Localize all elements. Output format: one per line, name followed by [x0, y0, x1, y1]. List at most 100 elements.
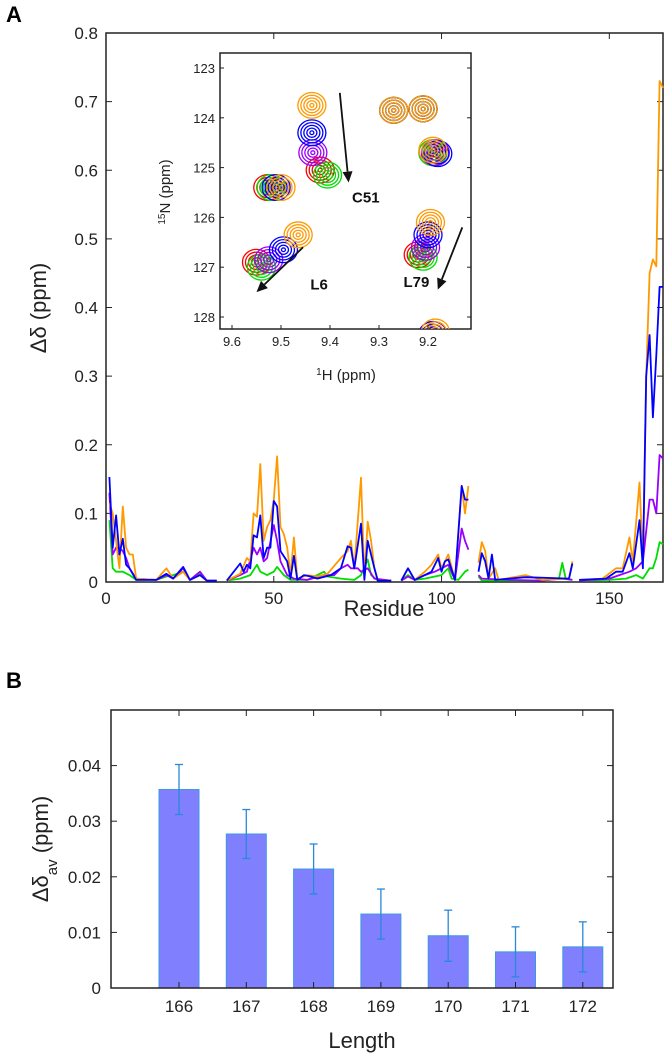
x-tick-label-b: 167 — [232, 997, 260, 1016]
contour-ring — [417, 103, 429, 115]
x-tick-label: 0 — [101, 589, 110, 608]
series-line-purple — [579, 454, 664, 582]
contour-ring — [424, 142, 442, 159]
arrow-c51 — [338, 92, 349, 172]
series-line-blue — [108, 476, 217, 582]
contour-ring — [424, 217, 437, 228]
y-tick-label-b: 0.02 — [68, 868, 101, 887]
contour-ring — [324, 172, 331, 178]
y-tick-label-b: 0 — [92, 979, 101, 998]
contour-ring — [292, 229, 304, 241]
y-tick-label-b: 0.04 — [68, 757, 101, 776]
peak-contour-blue — [297, 119, 327, 147]
contour-ring — [385, 102, 403, 119]
contour-ring — [418, 136, 448, 164]
contour-ring — [421, 214, 440, 231]
series-line-orange — [477, 541, 574, 581]
x-tick-label: 50 — [264, 589, 283, 608]
y-tick-label: 0.4 — [74, 299, 98, 318]
y-tick-label: 0.3 — [74, 367, 98, 386]
contour-ring — [297, 91, 327, 119]
contour-ring — [418, 211, 443, 234]
x-tick-label-b: 170 — [434, 997, 462, 1016]
inset-x-tick-label: 9.4 — [321, 334, 339, 349]
contour-ring — [261, 173, 291, 202]
contour-ring — [280, 247, 287, 253]
peak-contour-orange — [421, 318, 450, 329]
contour-ring — [382, 99, 406, 122]
inset-y-tick-label: 127 — [193, 260, 215, 275]
panel-b-label: B — [6, 668, 22, 693]
inset-y-tick-label: 123 — [193, 61, 215, 76]
arrowhead-icon — [342, 171, 353, 183]
contour-ring — [309, 130, 315, 136]
peak-contour-blue — [268, 236, 299, 264]
x-tick-label: 150 — [595, 589, 623, 608]
peak-contour-orange — [408, 95, 438, 123]
contour-ring — [277, 244, 290, 256]
contour-ring — [430, 326, 441, 329]
x-tick-label-b: 169 — [367, 997, 395, 1016]
peak-contour-orange — [283, 221, 313, 249]
contour-ring — [415, 208, 446, 236]
contour-ring — [310, 150, 316, 156]
contour-ring — [266, 173, 296, 202]
inset-y-tick-label: 128 — [193, 310, 215, 325]
peak-contour-orange — [266, 173, 296, 202]
y-axis-label: Δδ (ppm) — [26, 263, 51, 354]
contour-ring — [426, 326, 440, 329]
contour-ring — [388, 105, 400, 116]
y-tick-label: 0.8 — [74, 24, 98, 43]
contour-ring — [300, 121, 324, 144]
contour-ring — [426, 142, 450, 165]
series-line-blue — [400, 484, 469, 582]
arrowhead-icon — [437, 277, 447, 290]
contour-ring — [303, 124, 321, 141]
length-bar-chart: 166 167 168 169 170 171 172 0 0.01 0.02 0.03 0.04 L… — [28, 709, 614, 1053]
contour-ring — [420, 106, 426, 112]
inset-x-tick-label: 9.2 — [419, 334, 437, 349]
contour-ring — [256, 173, 286, 202]
contour-ring — [307, 147, 319, 158]
contour-ring — [413, 236, 438, 259]
nmr-inset: 9.6 9.5 9.4 9.3 9.2 123 124 125 126 127 128 C51 L6 L… — [157, 52, 472, 385]
series-line-green — [579, 541, 664, 582]
y-tick-label: 0.7 — [74, 93, 98, 112]
y-tick-label: 0.2 — [74, 436, 98, 455]
inset-y-tick-label: 124 — [193, 111, 215, 126]
inset-x-label: 1H (ppm) — [316, 367, 376, 385]
contour-ring — [267, 179, 285, 196]
y-tick-label-b: 0.01 — [68, 923, 101, 942]
contour-ring — [272, 179, 290, 196]
contour-ring — [379, 96, 409, 124]
peak-contour-green — [312, 161, 343, 189]
x-tick-label-b: 166 — [165, 997, 193, 1016]
panel-a-label: A — [6, 2, 22, 27]
contour-ring — [269, 176, 293, 199]
y-tick-label: 0 — [89, 573, 98, 592]
contour-ring — [300, 94, 324, 117]
contour-ring — [315, 164, 340, 186]
arrow-l79 — [440, 227, 464, 280]
contour-ring — [430, 147, 436, 153]
contour-ring — [259, 176, 283, 199]
contour-ring — [297, 119, 327, 147]
contour-ring — [283, 221, 313, 249]
inset-y-tick-label: 125 — [193, 161, 215, 176]
inset-x-tick-label: 9.3 — [370, 334, 388, 349]
plot-b-frame — [110, 709, 614, 989]
contour-ring — [274, 241, 293, 258]
peak-contour-orange — [379, 96, 409, 124]
x-axis-label-b: Length — [328, 1028, 395, 1053]
peak-contour-blue — [261, 173, 291, 202]
contour-ring — [286, 224, 310, 246]
contour-ring — [264, 176, 288, 199]
contour-ring — [421, 318, 450, 329]
contour-ring — [321, 169, 334, 181]
y-axis-label-b: Δδav (ppm) — [28, 796, 61, 902]
contour-ring — [414, 249, 432, 266]
contour-ring — [391, 107, 397, 113]
bar-167 — [225, 833, 267, 989]
series-line-orange — [108, 502, 217, 582]
